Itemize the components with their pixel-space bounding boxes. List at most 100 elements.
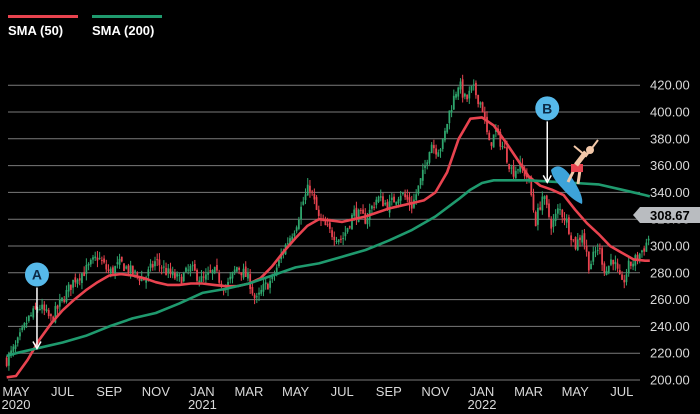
candle-body bbox=[326, 224, 329, 226]
candle-body bbox=[373, 206, 376, 208]
candle-body bbox=[366, 218, 369, 225]
candle-body bbox=[590, 263, 592, 270]
candle-body bbox=[140, 277, 143, 281]
candle-body bbox=[607, 265, 610, 274]
candle-body bbox=[448, 110, 451, 124]
candle-body bbox=[486, 116, 488, 133]
candle-body bbox=[395, 201, 398, 205]
candle-body bbox=[240, 272, 243, 276]
candle-body bbox=[45, 309, 48, 311]
annotation-label-a: A bbox=[32, 267, 42, 283]
candle-body bbox=[441, 139, 444, 149]
y-tick-label: 240.00 bbox=[650, 319, 690, 334]
candle-body bbox=[249, 274, 252, 289]
candle-body bbox=[501, 145, 504, 147]
candle-body bbox=[138, 277, 141, 281]
candle-body bbox=[545, 195, 548, 205]
candle-body bbox=[406, 195, 409, 200]
candle-body bbox=[147, 269, 150, 276]
candle-body bbox=[335, 241, 338, 243]
annotation-arrowhead-b bbox=[542, 174, 552, 184]
last-price-badge: 308.67 bbox=[633, 207, 700, 223]
candle-body bbox=[490, 142, 493, 146]
candle-body bbox=[255, 296, 258, 298]
y-tick-label: 400.00 bbox=[650, 105, 690, 120]
candle-body bbox=[548, 203, 550, 217]
candle-body bbox=[598, 248, 601, 250]
candle-body bbox=[382, 196, 384, 207]
candle-body bbox=[426, 162, 429, 165]
candle-body bbox=[189, 266, 192, 272]
last-price-badge-shape bbox=[633, 207, 700, 223]
candle-body bbox=[32, 308, 35, 318]
candle-body bbox=[191, 265, 194, 267]
grid-lines bbox=[8, 84, 640, 381]
candle-body bbox=[601, 248, 604, 265]
annotation-marker-b bbox=[535, 96, 560, 121]
x-tick-label: NOV bbox=[421, 384, 450, 399]
candle-body bbox=[176, 273, 179, 277]
candle-body bbox=[247, 272, 249, 279]
candle-body bbox=[543, 196, 546, 200]
candle-body bbox=[69, 284, 72, 290]
candle-body bbox=[432, 145, 435, 149]
candle-body bbox=[632, 263, 635, 267]
candle-body bbox=[218, 273, 221, 283]
candle-body bbox=[576, 239, 579, 250]
candle-body bbox=[324, 219, 327, 226]
candle-body bbox=[344, 232, 347, 237]
candle-body bbox=[209, 270, 212, 272]
candle-body bbox=[503, 146, 506, 149]
candle-body bbox=[627, 260, 630, 274]
annotation-label-b: B bbox=[542, 100, 552, 116]
candle-body bbox=[231, 272, 234, 279]
candle-body bbox=[563, 217, 566, 221]
candle-body bbox=[16, 337, 19, 344]
candle-body bbox=[351, 214, 353, 230]
candle-body bbox=[207, 272, 210, 275]
candle-body bbox=[100, 259, 103, 261]
candle-body bbox=[337, 239, 340, 243]
legend-swatch-1 bbox=[8, 15, 78, 18]
candle-body bbox=[264, 282, 267, 285]
candle-body bbox=[61, 297, 63, 301]
candle-body bbox=[468, 90, 471, 99]
candle-body bbox=[262, 284, 265, 292]
candle-body bbox=[439, 149, 442, 152]
candle-body bbox=[306, 184, 309, 196]
candle-body bbox=[171, 271, 174, 276]
y-tick-label: 220.00 bbox=[650, 346, 690, 361]
last-price-label: 308.67 bbox=[650, 208, 690, 223]
candle-body bbox=[379, 196, 382, 198]
candle-body bbox=[568, 217, 570, 234]
candle-body bbox=[384, 202, 387, 205]
candle-body bbox=[475, 82, 477, 96]
candle-body bbox=[587, 251, 590, 271]
y-tick-label: 360.00 bbox=[650, 158, 690, 173]
x-tick-label: SEP bbox=[376, 384, 402, 399]
candle-body bbox=[41, 304, 43, 310]
candle-body bbox=[131, 265, 134, 275]
x-tick-label: MAR bbox=[514, 384, 543, 399]
candle-body bbox=[415, 194, 418, 200]
candle-body bbox=[38, 308, 41, 310]
annotation-arrowhead-a bbox=[32, 341, 42, 351]
x-tick-label: JUL bbox=[610, 384, 633, 399]
candle-body bbox=[67, 284, 70, 292]
legend-label-2: SMA (200) bbox=[92, 23, 154, 38]
candle-body bbox=[107, 269, 110, 272]
candle-body bbox=[72, 279, 74, 288]
candle-body bbox=[541, 196, 544, 211]
x-tick-label: JUL bbox=[51, 384, 74, 399]
candle-body bbox=[134, 270, 136, 272]
candle-body bbox=[200, 276, 203, 282]
candle-body bbox=[444, 130, 446, 141]
x-tick-label: JAN bbox=[190, 384, 215, 399]
candle-body bbox=[638, 253, 641, 261]
candle-body bbox=[616, 263, 619, 269]
candle-body bbox=[410, 202, 413, 209]
candle-body bbox=[304, 194, 307, 201]
y-tick-label: 280.00 bbox=[650, 265, 690, 280]
candle-body bbox=[348, 226, 351, 228]
candle-body bbox=[211, 270, 214, 274]
